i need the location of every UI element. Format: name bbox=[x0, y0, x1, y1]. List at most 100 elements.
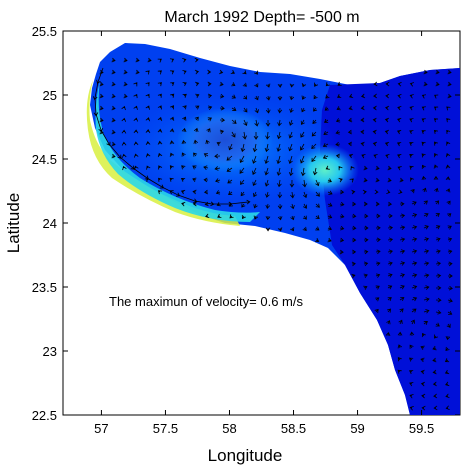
velocity-arrow bbox=[432, 345, 437, 351]
velocity-arrow bbox=[447, 69, 452, 75]
velocity-arrow bbox=[423, 321, 428, 325]
x-tick-label: 57.5 bbox=[153, 421, 178, 436]
velocity-arrow bbox=[447, 81, 452, 87]
velocity-arrow bbox=[397, 81, 402, 87]
velocity-arrow bbox=[387, 177, 392, 183]
velocity-arrow bbox=[409, 382, 414, 387]
velocity-arrow bbox=[290, 215, 295, 221]
velocity-arrow bbox=[434, 187, 439, 193]
velocity-arrow bbox=[375, 177, 380, 183]
velocity-arrow bbox=[133, 117, 139, 122]
velocity-arrow bbox=[409, 344, 414, 349]
velocity-arrow bbox=[192, 201, 197, 207]
velocity-arrow bbox=[372, 129, 377, 135]
velocity-annotation: The maximun of velocity= 0.6 m/s bbox=[109, 294, 303, 309]
velocity-arrow bbox=[399, 308, 404, 313]
y-tick-label: 25 bbox=[43, 88, 57, 103]
velocity-arrow bbox=[301, 95, 306, 100]
velocity-arrow bbox=[300, 155, 305, 164]
velocity-arrow bbox=[194, 57, 199, 63]
velocity-arrow bbox=[339, 249, 344, 255]
y-tick-label: 24.5 bbox=[32, 152, 57, 167]
velocity-arrow bbox=[252, 155, 257, 164]
velocity-arrow bbox=[157, 82, 162, 87]
velocity-arrow bbox=[387, 285, 393, 290]
velocity-arrow bbox=[386, 189, 391, 194]
velocity-arrow bbox=[348, 105, 353, 111]
velocity-arrow bbox=[302, 191, 308, 199]
velocity-arrow bbox=[289, 95, 295, 101]
velocity-arrow bbox=[288, 119, 294, 126]
velocity-arrow bbox=[385, 154, 390, 159]
velocity-arrow bbox=[397, 117, 402, 123]
velocity-arrow bbox=[264, 143, 270, 153]
y-tick-label: 24 bbox=[43, 216, 57, 231]
velocity-arrow bbox=[435, 69, 440, 75]
velocity-arrow bbox=[229, 199, 251, 205]
y-tick-label: 23 bbox=[43, 344, 57, 359]
velocity-arrow bbox=[409, 118, 414, 123]
velocity-arrow bbox=[315, 238, 320, 243]
velocity-arrow bbox=[145, 70, 150, 75]
y-axis-ticks: 22.5 23 23.5 24 24.5 25 25.5 bbox=[32, 24, 460, 423]
velocity-arrow bbox=[420, 357, 425, 363]
velocity-arrow bbox=[387, 297, 392, 302]
velocity-arrow bbox=[169, 140, 175, 145]
velocity-arrow bbox=[300, 167, 306, 177]
velocity-arrow bbox=[254, 107, 259, 114]
velocity-arrow bbox=[147, 57, 152, 63]
velocity-arrow bbox=[423, 285, 430, 290]
x-tick-label: 57 bbox=[94, 421, 108, 436]
velocity-arrow bbox=[195, 105, 200, 110]
velocity-arrow bbox=[323, 131, 329, 136]
velocity-arrow bbox=[99, 81, 104, 87]
velocity-arrow bbox=[399, 297, 405, 301]
velocity-arrow bbox=[423, 213, 429, 218]
velocity-arrow bbox=[182, 82, 187, 87]
velocity-arrow bbox=[195, 93, 200, 98]
velocity-arrow bbox=[397, 344, 403, 349]
velocity-arrow bbox=[290, 191, 295, 199]
velocity-arrow bbox=[435, 297, 442, 303]
velocity-arrow bbox=[193, 152, 198, 157]
velocity-arrow bbox=[170, 82, 175, 87]
velocity-arrow bbox=[133, 93, 138, 99]
velocity-arrow bbox=[145, 117, 151, 122]
velocity-arrow bbox=[375, 225, 381, 231]
velocity-arrow bbox=[399, 213, 406, 219]
velocity-arrow bbox=[446, 323, 451, 328]
velocity-arrow bbox=[231, 119, 237, 124]
velocity-arrow bbox=[192, 177, 197, 183]
velocity-arrow bbox=[349, 178, 354, 183]
velocity-arrow bbox=[347, 129, 353, 135]
velocity-arrow bbox=[277, 107, 283, 114]
velocity-arrow bbox=[157, 105, 162, 110]
velocity-arrow bbox=[121, 141, 127, 146]
y-tick-label: 25.5 bbox=[32, 24, 57, 39]
velocity-arrow bbox=[384, 141, 390, 147]
velocity-arrow bbox=[99, 117, 104, 123]
velocity-arrow bbox=[348, 153, 354, 159]
velocity-arrow bbox=[423, 309, 430, 314]
velocity-arrow bbox=[303, 203, 308, 209]
velocity-arrow bbox=[411, 285, 418, 290]
velocity-arrow bbox=[411, 237, 418, 242]
velocity-arrow bbox=[446, 200, 451, 205]
velocity-arrow bbox=[277, 95, 283, 101]
velocity-arrow bbox=[373, 81, 378, 87]
velocity-arrow bbox=[411, 225, 418, 230]
velocity-arrow bbox=[399, 201, 405, 207]
velocity-arrow bbox=[351, 189, 356, 195]
velocity-arrow bbox=[302, 226, 307, 231]
velocity-arrow bbox=[302, 179, 307, 188]
velocity-arrow bbox=[277, 179, 282, 188]
velocity-arrow bbox=[434, 334, 438, 339]
velocity-arrow bbox=[327, 202, 333, 207]
velocity-arrow bbox=[301, 83, 307, 88]
velocity-arrow bbox=[203, 165, 209, 170]
velocity-arrow bbox=[435, 225, 441, 230]
velocity-arrow bbox=[411, 273, 418, 278]
velocity-arrow bbox=[363, 249, 369, 255]
velocity-arrow bbox=[302, 215, 307, 220]
